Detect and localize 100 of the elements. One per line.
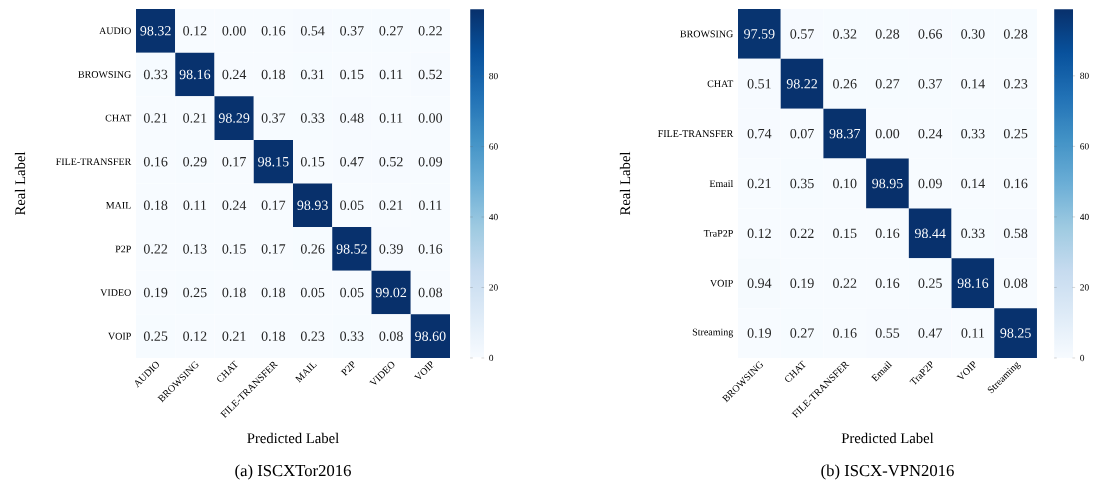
data-label: 0.08 <box>379 331 403 341</box>
y-axis-title: Real Label <box>14 151 26 216</box>
data-label: 0.16 <box>875 228 900 239</box>
data-label: 98.60 <box>415 331 446 341</box>
data-label: 0.57 <box>790 29 814 39</box>
data-label: 0.11 <box>183 200 207 211</box>
data-label: 0.15 <box>300 156 325 167</box>
y-axis-title: Real Label <box>619 151 631 216</box>
data-label: 0.11 <box>379 69 403 80</box>
data-label: 0.22 <box>143 244 168 254</box>
y-tick-label: VOIP <box>710 279 733 287</box>
data-label: 0.16 <box>418 244 443 254</box>
data-label: 0.94 <box>747 278 772 288</box>
data-label: 0.27 <box>379 26 403 36</box>
data-label: 0.15 <box>222 244 246 254</box>
y-tick-label: FILE-TRANSFER <box>658 130 734 138</box>
data-label: 0.21 <box>143 113 168 123</box>
data-label: 0.00 <box>222 26 246 36</box>
data-label: 0.12 <box>183 331 207 341</box>
data-label: 0.21 <box>222 331 246 341</box>
data-label: 0.23 <box>300 331 325 341</box>
text: (b) ISCX-VPN2016 <box>821 464 954 480</box>
y-tick-label: P2P <box>115 245 131 253</box>
color-bar-label: 80 <box>489 72 498 80</box>
y-tick-label: CHAT <box>105 114 132 122</box>
data-label: 0.00 <box>875 128 900 139</box>
data-label: 0.12 <box>747 228 771 239</box>
data-label: 98.16 <box>179 69 211 80</box>
text: (a) ISCXTor2016 <box>235 464 351 480</box>
data-label: 0.25 <box>183 287 207 298</box>
data-label: 0.52 <box>418 69 442 80</box>
data-label: 0.26 <box>300 244 325 254</box>
color-bar-label: 60 <box>1080 143 1089 150</box>
data-label: 0.11 <box>961 328 985 338</box>
data-label: 0.15 <box>340 69 364 80</box>
data-label: 98.37 <box>829 128 861 139</box>
data-label: 0.17 <box>222 156 246 167</box>
data-label: 0.37 <box>261 113 286 123</box>
data-label: 0.18 <box>261 287 286 298</box>
data-label: 0.11 <box>418 200 442 211</box>
data-label: 0.25 <box>143 331 168 341</box>
data-label: 97.59 <box>744 29 775 39</box>
data-label: 0.17 <box>261 200 286 211</box>
data-label: 98.93 <box>297 200 328 211</box>
color-bar-label: 80 <box>1080 72 1089 79</box>
y-tick-label: Streaming <box>692 328 734 338</box>
data-label: 0.05 <box>340 287 364 298</box>
color-bar-label: 0 <box>489 354 494 362</box>
data-label: 0.09 <box>918 178 942 189</box>
data-label: 0.21 <box>747 178 771 189</box>
data-label: 0.16 <box>143 156 168 167</box>
data-label: 0.17 <box>261 244 286 254</box>
data-label: 98.22 <box>786 79 818 89</box>
data-label: 0.09 <box>418 156 443 167</box>
data-label: 99.02 <box>375 287 407 298</box>
data-label: 0.16 <box>1003 178 1028 189</box>
data-label: 0.28 <box>1003 29 1028 39</box>
data-label: 0.08 <box>418 287 443 298</box>
y-tick-label: AUDIO <box>99 27 131 35</box>
data-label: 0.48 <box>340 113 364 123</box>
data-label: 0.19 <box>143 287 168 298</box>
data-label: 0.55 <box>875 328 900 338</box>
data-label: 0.35 <box>790 178 814 189</box>
data-label: 0.25 <box>918 278 942 288</box>
data-label: 0.21 <box>183 113 207 123</box>
data-label: 0.22 <box>418 26 442 36</box>
data-label: 0.47 <box>340 156 364 167</box>
data-label: 0.33 <box>961 228 985 239</box>
y-tick-label: BROWSING <box>78 71 131 78</box>
data-label: 0.37 <box>918 79 943 89</box>
data-label: 0.37 <box>340 26 364 36</box>
data-label: 0.10 <box>833 178 857 189</box>
y-tick-label: VOIP <box>108 332 131 340</box>
y-tick-label: Email <box>709 179 734 188</box>
data-label: 0.52 <box>379 156 403 167</box>
data-label: 0.30 <box>961 29 985 39</box>
data-label: 98.25 <box>1000 328 1031 338</box>
data-label: 0.24 <box>222 69 247 80</box>
data-label: 0.00 <box>418 113 443 123</box>
y-tick-label: TraP2P <box>703 230 733 237</box>
data-label: 0.22 <box>790 228 814 239</box>
y-tick-label: BROWSING <box>680 30 733 38</box>
data-label: 0.51 <box>747 79 771 89</box>
data-label: 0.33 <box>300 113 325 123</box>
data-label: 0.18 <box>261 331 286 341</box>
data-label: 0.26 <box>833 79 857 89</box>
data-label: 0.13 <box>183 244 207 254</box>
data-label: 0.33 <box>340 331 364 341</box>
data-label: 98.95 <box>872 178 903 189</box>
data-label: 0.16 <box>833 328 857 338</box>
color-bar-label: 20 <box>489 284 498 291</box>
data-label: 0.05 <box>340 200 364 211</box>
data-label: 0.32 <box>833 29 857 39</box>
data-label: 0.66 <box>918 29 943 39</box>
data-label: 98.32 <box>140 26 171 36</box>
data-label: 0.21 <box>379 200 403 211</box>
color-bar-label: 40 <box>1080 213 1089 221</box>
x-axis-title: Predicted Label <box>247 432 339 444</box>
data-label: 0.27 <box>790 328 814 338</box>
color-bar-label: 20 <box>1080 284 1089 291</box>
